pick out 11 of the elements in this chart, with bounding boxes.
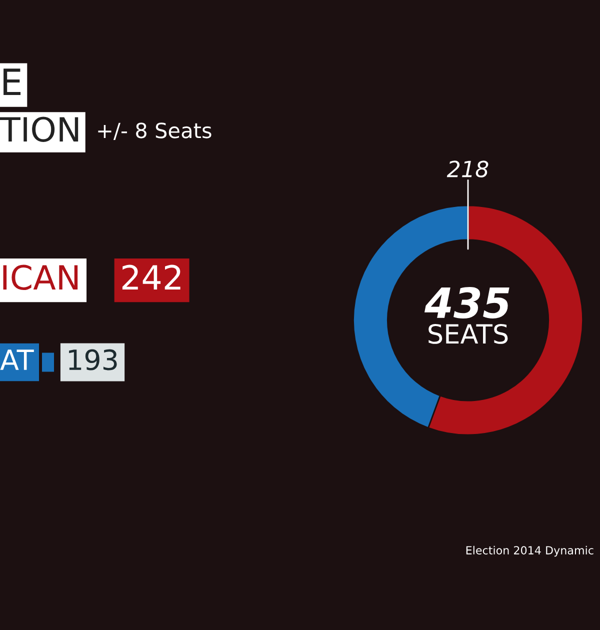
legend-label: ICAN [3,264,78,290]
text: +/- 8 Seats [98,122,212,140]
text: 218 [446,160,488,178]
data-label: 242 [122,264,180,290]
chart-subtitle: TION [0,116,78,142]
text: Election 2014 Dynamic [466,546,594,557]
chart-title: E [4,68,21,96]
legend-label: AT [0,350,34,370]
data-label: 193 [69,349,117,370]
text: 435 [424,286,510,318]
text: SEATS [428,324,508,344]
